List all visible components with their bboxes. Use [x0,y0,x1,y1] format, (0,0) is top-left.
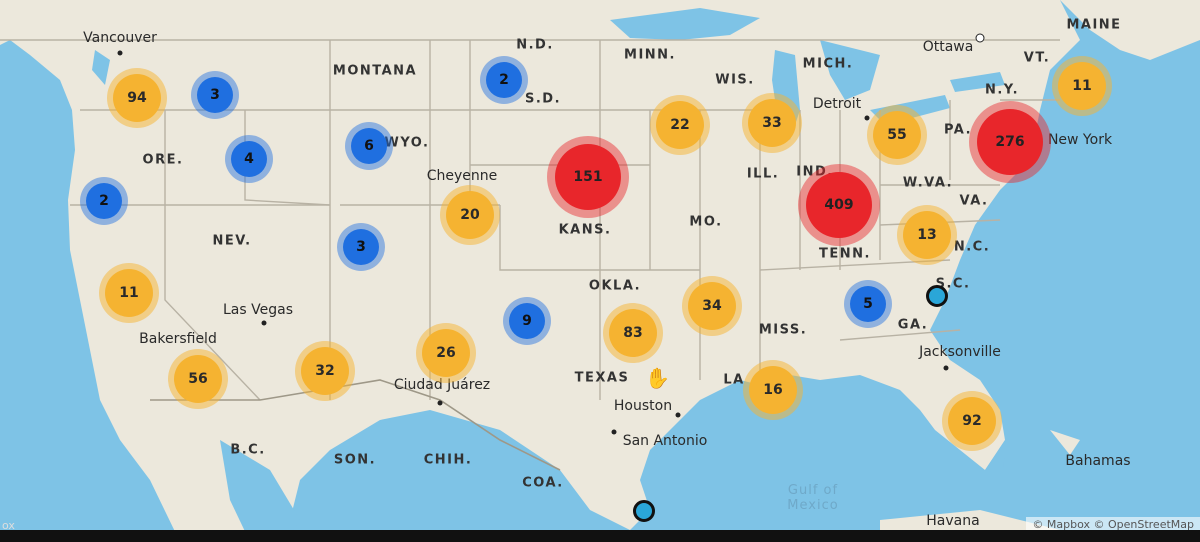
cluster-marker[interactable]: 3 [197,77,233,113]
state-label-bc: B.C. [230,442,266,458]
state-label-maine: MAINE [1066,17,1122,33]
cluster-marker[interactable]: 6 [351,128,387,164]
state-label-nd: N.D. [516,37,554,53]
lake-ontario [950,72,1005,92]
cluster-marker[interactable]: 11 [1058,62,1106,110]
state-label-coa: COA. [522,475,564,491]
water-label-gulf: Gulf of Mexico [787,483,839,513]
state-label-tenn: TENN. [819,246,871,262]
cluster-marker[interactable]: 151 [555,144,621,210]
city-dot [864,115,870,121]
cluster-marker[interactable]: 22 [656,101,704,149]
state-label-miss: MISS. [758,322,808,338]
city-dot [261,320,267,326]
cluster-marker[interactable]: 32 [301,347,349,395]
state-label-vt: VT. [1023,50,1051,66]
hand-cursor-icon: ✋ [645,366,670,390]
state-label-wva: W.VA. [902,175,954,191]
cluster-marker[interactable]: 4 [231,141,267,177]
cluster-marker[interactable]: 83 [609,309,657,357]
city-dot [117,50,123,56]
state-label-ny: N.Y. [984,82,1020,98]
cluster-marker[interactable]: 56 [174,355,222,403]
city-label-ottawa: Ottawa [922,39,974,55]
city-dot [943,365,949,371]
state-label-kans: KANS. [558,222,612,238]
capital-marker [975,33,985,43]
cluster-marker[interactable]: 9 [509,303,545,339]
map-attribution[interactable]: © Mapbox © OpenStreetMap [1026,517,1200,532]
cluster-marker[interactable]: 409 [806,172,872,238]
cluster-marker[interactable]: 26 [422,329,470,377]
state-label-pa: PA. [943,122,973,138]
state-label-sd: S.D. [524,91,562,107]
cluster-marker[interactable]: 13 [903,211,951,259]
city-dot [437,400,443,406]
cluster-marker[interactable]: 276 [977,109,1043,175]
city-dot [675,412,681,418]
location-marker[interactable] [926,285,948,307]
state-label-nc: N.C. [953,239,991,255]
state-label-chih: CHIH. [423,452,473,468]
cluster-marker[interactable]: 92 [948,397,996,445]
land-north-america [0,0,1080,542]
screen-bezel [0,530,1200,542]
city-label-vancouver: Vancouver [83,30,157,46]
city-label-houston: Houston [613,398,673,414]
city-label-newyork: New York [1047,132,1113,148]
cluster-marker[interactable]: 5 [850,286,886,322]
state-label-nev: NEV. [212,233,252,249]
cluster-marker[interactable]: 2 [86,183,122,219]
city-label-bahamas: Bahamas [1065,453,1131,469]
location-marker[interactable] [633,500,655,522]
state-label-texas: TEXAS [574,370,630,386]
state-label-montana: MONTANA [332,63,418,79]
cluster-marker[interactable]: 3 [343,229,379,265]
state-label-wyo: WYO. [384,135,430,151]
city-label-havana: Havana [926,513,980,529]
state-label-wis: WIS. [715,72,755,88]
city-label-cheyenne: Cheyenne [426,168,498,184]
cluster-marker[interactable]: 20 [446,191,494,239]
city-dot [611,429,617,435]
state-label-ore: ORE. [142,152,184,168]
city-label-bakersfield: Bakersfield [139,331,217,347]
lake-superior [610,8,760,40]
cluster-marker[interactable]: 33 [748,99,796,147]
state-label-mo: MO. [689,214,723,230]
city-label-detroit: Detroit [812,96,862,112]
state-label-son: SON. [333,452,377,468]
city-label-lasvegas: Las Vegas [223,302,293,318]
cluster-marker[interactable]: 11 [105,269,153,317]
state-label-okla: OKLA. [588,278,642,294]
cluster-marker[interactable]: 16 [749,366,797,414]
city-label-sanantonio: San Antonio [622,433,708,449]
state-label-ill: ILL. [746,166,780,182]
city-label-ciudadjuarez: Ciudad Juárez [393,377,491,393]
state-label-mich: MICH. [802,56,854,72]
lake-huron [820,40,880,100]
state-label-la: LA [723,372,745,388]
city-label-jacksonville: Jacksonville [919,344,1001,360]
state-label-va: VA. [959,193,989,209]
state-label-minn: MINN. [624,47,676,63]
cluster-marker[interactable]: 55 [873,111,921,159]
cluster-marker[interactable]: 34 [688,282,736,330]
cluster-marker[interactable]: 94 [113,74,161,122]
cluster-marker[interactable]: 2 [486,62,522,98]
state-label-ga: GA. [897,317,929,333]
mapbox-logo[interactable]: ox [2,519,15,532]
